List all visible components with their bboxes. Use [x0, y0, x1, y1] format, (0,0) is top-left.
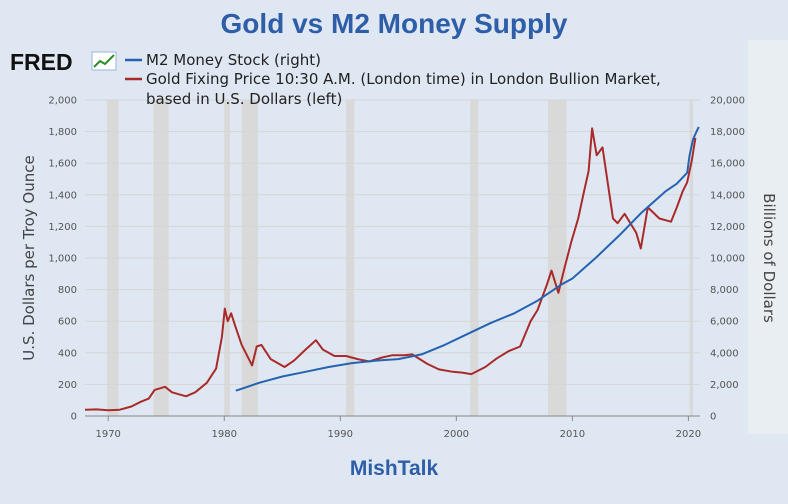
y-left-tick-label: 800: [58, 285, 77, 296]
y-left-axis-label: U.S. Dollars per Troy Ounce: [20, 155, 38, 360]
y-right-tick-label: 16,000: [710, 159, 745, 170]
series-lines: [84, 126, 700, 412]
y-left-tick-label: 0: [71, 412, 77, 423]
x-tick-label: 1990: [328, 429, 353, 440]
y-left-tick-label: 1,200: [48, 222, 77, 233]
y-right-tick-label: 8,000: [710, 285, 739, 296]
y-right-axis-label: Billions of Dollars: [760, 193, 778, 323]
y-left-axis-ticks: 0 200 400 600 800 1,000 1,200 1,400 1,600 1,800 2,…: [48, 96, 77, 423]
legend: M2 Money Stock (right) Gold Fixing Price…: [125, 51, 661, 108]
x-tick-label: 2010: [560, 429, 585, 440]
m2-money-stock-line: [235, 126, 700, 392]
y-right-tick-label: 10,000: [710, 254, 745, 265]
y-right-axis-ticks: 0 2,000 4,000 6,000 8,000 10,000 12,000 14,000 1…: [710, 96, 745, 423]
x-axis-ticks: 1970 1980 1990 2000 2010 2020: [95, 416, 701, 440]
y-left-tick-label: 1,000: [48, 254, 77, 265]
fred-logo-text: FRED: [10, 49, 73, 75]
y-left-tick-label: 2,000: [48, 96, 77, 107]
y-right-tick-label: 14,000: [710, 190, 745, 201]
footer-brand: MishTalk: [349, 457, 439, 480]
y-right-tick-label: 0: [710, 412, 716, 423]
y-right-tick-label: 4,000: [710, 348, 739, 359]
y-left-tick-label: 400: [58, 348, 77, 359]
y-right-tick-label: 20,000: [710, 96, 745, 107]
x-tick-label: 2000: [444, 429, 469, 440]
right-panel-band: [748, 40, 788, 434]
y-left-tick-label: 1,600: [48, 159, 77, 170]
legend-label-gold-line2: based in U.S. Dollars (left): [146, 90, 342, 108]
x-tick-label: 1970: [95, 429, 120, 440]
fred-chart-icon: [91, 51, 117, 71]
page-title: Gold vs M2 Money Supply: [220, 8, 568, 39]
x-tick-label: 2020: [676, 429, 701, 440]
y-right-tick-label: 2,000: [710, 380, 739, 391]
legend-label-gold: Gold Fixing Price 10:30 A.M. (London tim…: [146, 70, 661, 88]
x-tick-label: 1980: [212, 429, 237, 440]
gold-price-line: [84, 127, 697, 412]
y-left-tick-label: 1,400: [48, 190, 77, 201]
gridlines: [85, 99, 700, 385]
fred-logo: FRED: [10, 49, 117, 75]
legend-label-m2: M2 Money Stock (right): [146, 51, 321, 69]
y-right-tick-label: 6,000: [710, 317, 739, 328]
y-left-tick-label: 200: [58, 380, 77, 391]
y-left-tick-label: 1,800: [48, 127, 77, 138]
y-right-tick-label: 12,000: [710, 222, 745, 233]
y-right-tick-label: 18,000: [710, 127, 745, 138]
y-left-tick-label: 600: [58, 317, 77, 328]
